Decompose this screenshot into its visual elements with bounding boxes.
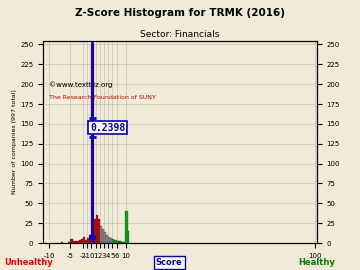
Bar <box>87 238 89 243</box>
Bar <box>122 242 125 243</box>
Bar <box>120 242 122 243</box>
Bar <box>114 240 117 243</box>
Bar <box>104 232 106 243</box>
Bar <box>75 241 77 243</box>
Bar <box>91 45 94 243</box>
Text: Sector: Financials: Sector: Financials <box>140 30 220 39</box>
Bar <box>117 241 119 243</box>
Bar <box>68 242 71 243</box>
Bar <box>77 241 79 243</box>
Bar <box>73 241 75 243</box>
Bar <box>118 241 120 243</box>
Text: The Research Foundation of SUNY: The Research Foundation of SUNY <box>49 95 156 100</box>
Bar <box>79 240 81 243</box>
Bar <box>100 225 102 243</box>
Bar <box>85 240 87 243</box>
Text: ©www.textbiz.org: ©www.textbiz.org <box>49 81 112 88</box>
Bar <box>121 242 123 243</box>
Bar <box>71 239 73 243</box>
Text: Score: Score <box>156 258 183 267</box>
Text: Z-Score Histogram for TRMK (2016): Z-Score Histogram for TRMK (2016) <box>75 8 285 18</box>
Bar <box>123 242 126 243</box>
Bar <box>61 242 63 243</box>
Text: Unhealthy: Unhealthy <box>4 258 53 267</box>
Bar <box>89 235 91 243</box>
Text: Healthy: Healthy <box>298 258 335 267</box>
Y-axis label: Number of companies (997 total): Number of companies (997 total) <box>12 89 17 194</box>
Bar <box>83 237 85 243</box>
Bar <box>81 239 83 243</box>
Bar <box>112 239 114 243</box>
Bar <box>126 211 127 243</box>
Bar <box>102 229 104 243</box>
Bar <box>110 238 112 243</box>
Bar <box>106 235 108 243</box>
Bar <box>126 231 129 243</box>
Bar <box>119 241 121 243</box>
Bar <box>96 215 98 243</box>
Bar <box>94 219 96 243</box>
Bar <box>108 237 110 243</box>
Bar <box>98 219 100 243</box>
Text: 0.2398: 0.2398 <box>90 123 125 133</box>
